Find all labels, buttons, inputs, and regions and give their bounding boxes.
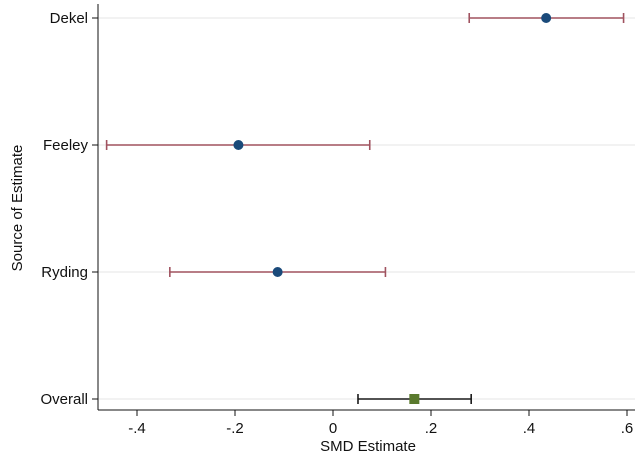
x-tick-labels: -.4 -.2 0 .2 .4 .6 xyxy=(128,420,633,437)
point-estimate-ryding xyxy=(272,267,283,277)
confidence-intervals xyxy=(105,13,625,404)
x-tick-label: .6 xyxy=(621,420,634,437)
y-category-labels: Dekel Feeley Ryding Overall xyxy=(40,10,88,408)
x-tick-label: 0 xyxy=(329,420,337,437)
x-tick-label: .4 xyxy=(523,420,536,437)
x-tick-label: -.2 xyxy=(226,420,244,437)
y-category-label-ryding: Ryding xyxy=(41,264,88,281)
x-axis-title: SMD Estimate xyxy=(320,438,416,455)
point-estimate-dekel xyxy=(541,13,552,23)
grid-lines xyxy=(98,17,635,400)
point-estimates xyxy=(233,13,552,404)
y-axis-title: Source of Estimate xyxy=(9,145,26,272)
point-estimate-overall xyxy=(409,394,420,404)
axes xyxy=(92,4,635,416)
point-estimate-feeley xyxy=(233,140,244,150)
x-tick-label: .2 xyxy=(425,420,438,437)
y-category-label-dekel: Dekel xyxy=(50,10,88,27)
x-tick-label: -.4 xyxy=(128,420,146,437)
y-category-label-overall: Overall xyxy=(40,391,88,408)
y-category-label-feeley: Feeley xyxy=(43,137,89,154)
